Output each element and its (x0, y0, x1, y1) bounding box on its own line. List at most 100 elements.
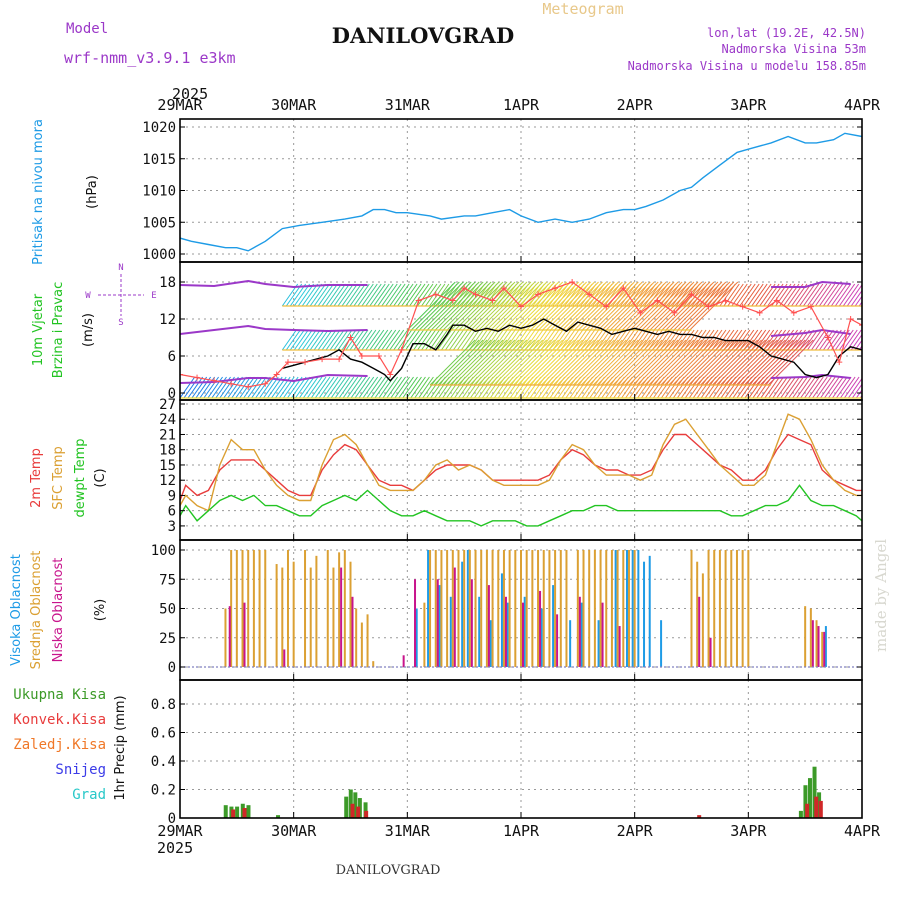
wind-barb-stroke (855, 389, 862, 399)
bar-ukupna-kisa (812, 766, 817, 818)
wind-barb-stroke (652, 339, 699, 386)
x-tick-label-bottom: 30MAR (271, 822, 317, 840)
bar-srednja-oblacnost (525, 550, 528, 667)
wind-barb-stroke (484, 329, 500, 351)
wind-barb-stroke (775, 329, 791, 351)
gust-marker (688, 291, 695, 298)
bar-srednja-oblacnost (508, 550, 511, 667)
wind-barb-stroke (497, 339, 544, 386)
wind-barb-stroke (350, 376, 367, 399)
wind-barb-stroke (537, 339, 583, 386)
wind-barb-stroke (243, 376, 259, 399)
wind-barb-stroke (553, 339, 599, 386)
wind-barb-stroke (704, 339, 750, 386)
bar-niska-oblacnost (698, 596, 701, 667)
bar-srednja-oblacnost (252, 550, 255, 667)
wind-barb-stroke (405, 283, 422, 307)
year-top: 2025 (172, 85, 208, 103)
bar-srednja-oblacnost (554, 550, 557, 667)
wind-barb-stroke (398, 376, 414, 399)
y-tick-label: 0.8 (151, 697, 176, 713)
wind-barb-stroke (464, 329, 480, 351)
wind-barb-stroke (321, 329, 337, 351)
wind-barb-stroke (509, 339, 555, 386)
wind-barb-stroke (636, 339, 683, 386)
wind-barb-stroke (438, 281, 488, 331)
panel-frame-temperature (179, 399, 863, 541)
line-sfc-temp (180, 413, 862, 512)
bar-srednja-oblacnost (360, 622, 363, 667)
wind-barb-stroke (747, 329, 763, 351)
model-elevation-label: Nadmorska Visina u modelu 158.85m (628, 59, 866, 73)
wind-barb-stroke (354, 376, 371, 399)
wind-barb-stroke (508, 329, 524, 351)
wind-barb-stroke (337, 329, 353, 351)
wind-barb-stroke (692, 339, 738, 386)
wind-barb-stroke (502, 281, 552, 331)
wind-barb-stroke (744, 339, 790, 386)
wind-direction-track-3 (771, 280, 851, 288)
wind-barb-stroke (382, 376, 399, 399)
wind-direction-track-2 (180, 279, 368, 289)
wind-barb-stroke (433, 339, 480, 386)
wind-barb-stroke (247, 376, 263, 399)
wind-barb-stroke (608, 339, 655, 386)
line-pritisak-na-nivou-mora (180, 132, 862, 252)
wind-barb-stroke (672, 339, 719, 386)
wind-barb-stroke (803, 283, 820, 307)
x-tick-label-bottom: 4APR (844, 822, 881, 840)
bar-srednja-oblacnost (304, 550, 307, 667)
wind-barb-stroke (401, 329, 417, 351)
wind-barb-stroke (720, 339, 766, 386)
wind-barb-stroke (836, 376, 852, 399)
wind-barb-stroke (740, 339, 786, 386)
bar-srednja-oblacnost (491, 550, 494, 667)
wind-barb-stroke (329, 283, 346, 307)
bar-srednja-oblacnost (497, 550, 500, 667)
x-tick-label-top: 30MAR (271, 96, 317, 114)
wind-barb-stroke (453, 339, 500, 386)
wind-barb-stroke (846, 284, 862, 307)
wind-barb-stroke (329, 329, 345, 351)
wind-barb-stroke (600, 339, 647, 386)
wind-barb-stroke (302, 376, 319, 399)
y-tick-label: 0 (168, 386, 176, 402)
gust-marker (535, 291, 542, 298)
line-dewpt-temp (180, 484, 862, 527)
wind-barb-stroke (345, 283, 362, 307)
wind-barb-stroke (723, 283, 740, 307)
wind-barb-stroke (381, 283, 398, 307)
bar-konvek-kisa (818, 800, 823, 818)
y-tick-label: 9 (168, 488, 176, 504)
wind-barb-stroke (839, 376, 856, 399)
wind-barb-stroke (293, 329, 309, 351)
bar-niska-oblacnost (817, 626, 820, 667)
wind-barb-stroke (345, 329, 361, 351)
wind-barb-stroke (735, 283, 752, 307)
wind-barb-stroke (450, 281, 500, 331)
wind-barb-stroke (540, 329, 556, 351)
bar-srednja-oblacnost (366, 614, 369, 667)
wind-barb-stroke (326, 376, 343, 399)
wind-barb-stroke (562, 281, 611, 331)
x-tick-label-bottom: 29MAR (157, 822, 203, 840)
wind-barb-stroke (369, 329, 385, 351)
bar-ukupna-kisa (798, 810, 803, 818)
wind-barb-stroke (566, 281, 615, 331)
y-tick-label: 6 (168, 349, 176, 365)
bar-srednja-oblacnost (264, 550, 267, 667)
wind-barb-stroke (628, 339, 675, 386)
wind-barb-stroke (533, 339, 579, 386)
wind-barb-stroke (850, 333, 862, 351)
wind-barb-stroke (807, 283, 824, 307)
wind-barb-stroke (349, 329, 365, 351)
elevation-label: Nadmorska Visina 53m (722, 42, 867, 56)
wind-barb-stroke (195, 376, 212, 399)
bar-niska-oblacnost (522, 602, 524, 667)
wind-barb-stroke (588, 339, 635, 386)
wind-barb-stroke (322, 376, 339, 399)
wind-barb-stroke (576, 339, 623, 386)
wind-direction-track-5 (771, 373, 851, 379)
wind-barb-stroke (301, 329, 317, 351)
wind-barb-stroke (604, 339, 651, 386)
